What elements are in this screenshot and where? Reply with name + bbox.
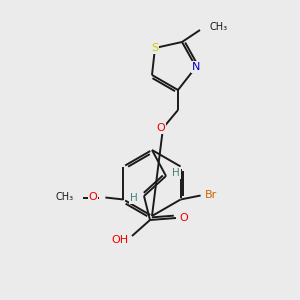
Text: O: O <box>157 123 165 133</box>
Text: OH: OH <box>111 235 129 245</box>
Text: H: H <box>130 193 138 203</box>
Text: Br: Br <box>205 190 217 200</box>
Text: H: H <box>172 168 180 178</box>
Text: O: O <box>180 213 188 223</box>
Text: N: N <box>192 62 200 72</box>
Text: CH₃: CH₃ <box>55 193 74 202</box>
Text: O: O <box>89 193 98 202</box>
Text: S: S <box>152 43 159 53</box>
Text: CH₃: CH₃ <box>210 22 228 32</box>
